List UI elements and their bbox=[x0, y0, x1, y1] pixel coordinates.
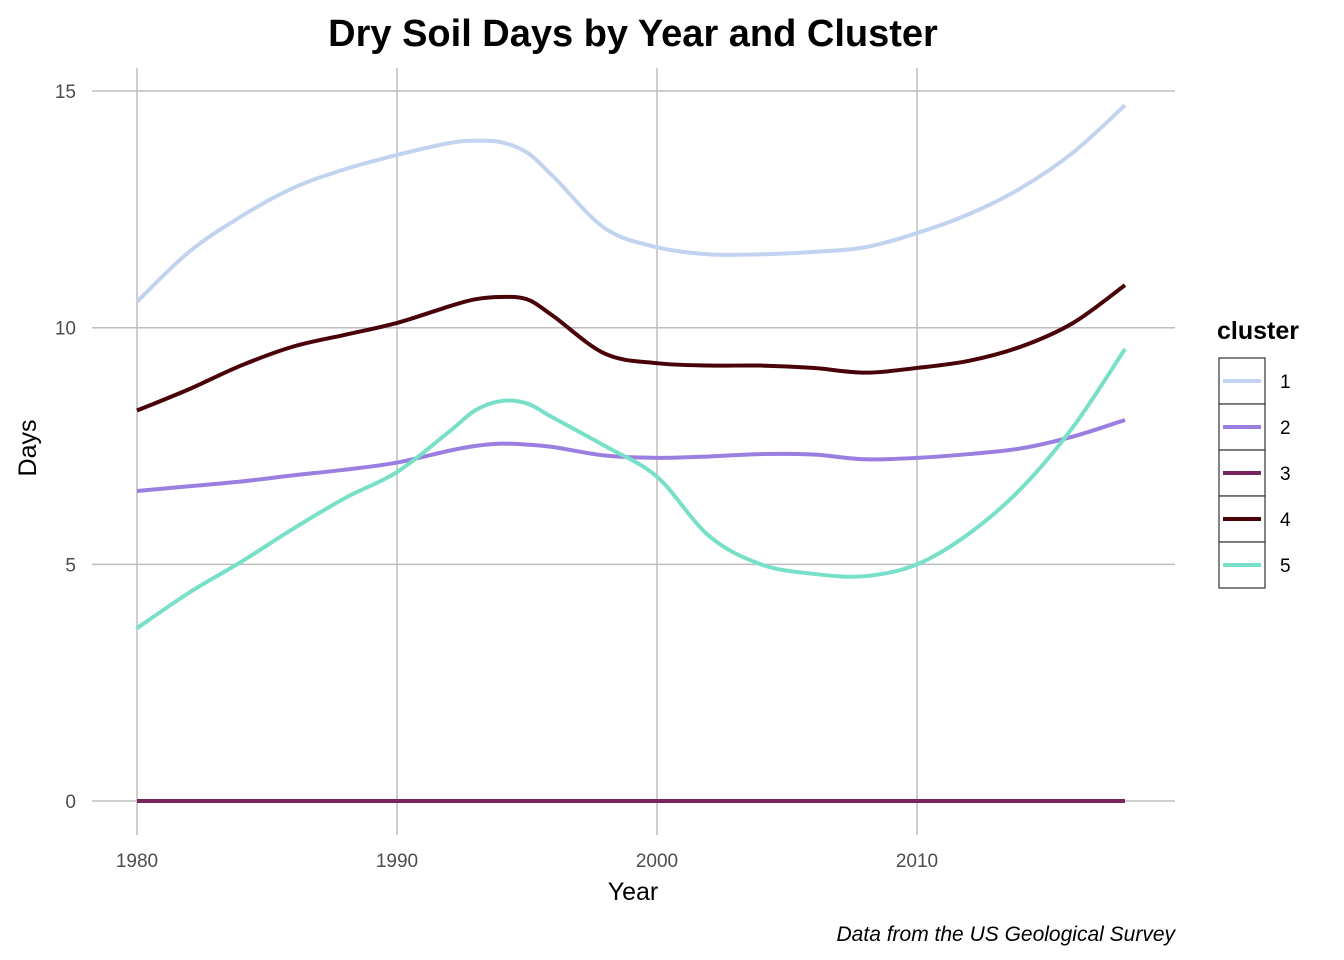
legend-items: 1 2 3 4 5 bbox=[1218, 357, 1291, 589]
legend-label: 4 bbox=[1280, 510, 1291, 531]
legend: cluster 1 2 3 4 5 bbox=[1217, 317, 1299, 589]
legend-label: 2 bbox=[1280, 418, 1291, 439]
y-axis-title: Days bbox=[14, 420, 42, 477]
series-line-cluster-4 bbox=[136, 283, 1127, 413]
y-tick-label: 15 bbox=[55, 82, 76, 103]
legend-label: 5 bbox=[1280, 556, 1291, 577]
y-tick-label: 10 bbox=[55, 319, 76, 340]
x-tick-label: 2010 bbox=[896, 851, 938, 872]
chart-caption: Data from the US Geological Survey bbox=[837, 923, 1177, 946]
x-tick-label: 1990 bbox=[376, 851, 418, 872]
y-tick-label: 5 bbox=[65, 555, 76, 576]
x-tick-label: 2000 bbox=[636, 851, 678, 872]
x-tick-label: 1980 bbox=[116, 851, 158, 872]
x-axis-title: Year bbox=[608, 878, 659, 906]
x-axis: 1980 1990 2000 2010 bbox=[116, 851, 938, 872]
legend-title: cluster bbox=[1217, 317, 1299, 345]
chart-title: Dry Soil Days by Year and Cluster bbox=[328, 13, 938, 55]
y-axis: 0 5 10 15 bbox=[55, 82, 76, 813]
y-tick-label: 0 bbox=[65, 792, 76, 813]
series-line-cluster-5 bbox=[135, 347, 1127, 630]
series-group bbox=[135, 103, 1127, 804]
legend-label: 3 bbox=[1280, 464, 1291, 485]
series-line-cluster-1 bbox=[135, 103, 1127, 304]
series-line-cluster-2 bbox=[136, 418, 1126, 493]
legend-label: 1 bbox=[1280, 372, 1291, 393]
